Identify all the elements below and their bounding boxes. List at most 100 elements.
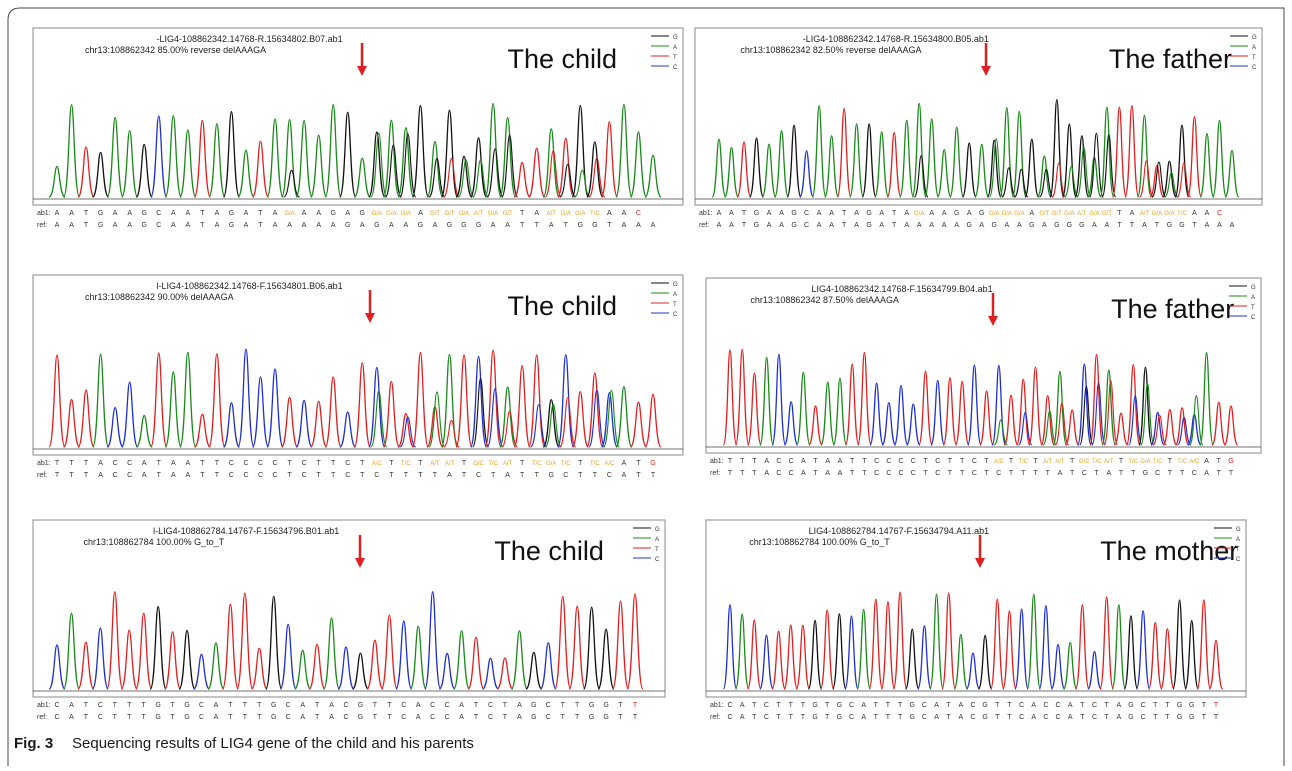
ab1-base: A (215, 210, 220, 217)
ab1-base: T (801, 702, 806, 709)
ref-base: T (898, 714, 903, 721)
ab1-base: A/T (547, 211, 557, 217)
ab1-base: T (360, 460, 365, 467)
row-label: ref: (37, 714, 47, 721)
ref-base: C (445, 714, 450, 721)
ref-base: T (491, 472, 496, 479)
ab1-base: T (1080, 702, 1085, 709)
ref-base: G (589, 714, 594, 721)
ref-base: T (618, 714, 623, 721)
ref-base: C (258, 472, 263, 479)
ref-base: C (804, 222, 809, 229)
ab1-base: T/C (1092, 459, 1102, 465)
ab1-base: T (886, 702, 891, 709)
ab1-base: A (1204, 458, 1209, 465)
ref-base: T (1117, 222, 1122, 229)
ab1-base: T (1165, 702, 1170, 709)
ref-base: A (214, 714, 219, 721)
ref-base: G (1029, 222, 1034, 229)
ref-base: A (505, 222, 510, 229)
ref-base: G (967, 222, 972, 229)
ab1-base: G (155, 702, 160, 709)
ref-base: C (922, 714, 927, 721)
ref-base: C (849, 714, 854, 721)
ref-base: A (717, 222, 722, 229)
legend-label: C (1236, 557, 1241, 563)
ref-base: G (592, 222, 597, 229)
ab1-base: G/A (575, 211, 585, 217)
ref-base: G (1067, 222, 1072, 229)
ref-base: A (954, 222, 959, 229)
ref-base: A (55, 222, 60, 229)
person-label: The child (508, 44, 618, 74)
ab1-base: C (273, 460, 278, 467)
ab1-base: A/T (474, 211, 484, 217)
fig-label: Fig. 3 (14, 735, 53, 752)
ab1-base: G (754, 210, 759, 217)
ab1-base: T (618, 702, 623, 709)
ref-base: T (520, 472, 525, 479)
ref-base: A (1116, 714, 1121, 721)
ref-base: C (476, 472, 481, 479)
ref-base: T (740, 470, 745, 477)
ab1-base: T (69, 460, 74, 467)
ab1-base: C (911, 458, 916, 465)
legend-label: G (1252, 35, 1257, 41)
ab1-base: T (503, 702, 508, 709)
ab1-base: C (776, 458, 781, 465)
ab1-base: T (850, 458, 855, 465)
ab1-base: G (910, 702, 915, 709)
ab1-base: C (113, 460, 118, 467)
ab1-base: G/A (1014, 211, 1024, 217)
ab1-base: A (854, 210, 859, 217)
ab1-base: A (764, 458, 769, 465)
ref-base: T (850, 470, 855, 477)
ref-base: A (517, 714, 522, 721)
ref-base: T (287, 472, 292, 479)
ref-base: A (1092, 222, 1097, 229)
ab1-base: A (729, 210, 734, 217)
ref-base: C (935, 470, 940, 477)
row-label: ref: (37, 472, 47, 479)
ref-base: T (1192, 222, 1197, 229)
ref-base: G (374, 222, 379, 229)
ref-base: A (622, 222, 627, 229)
ab1-base: G/A (386, 211, 396, 217)
ab1-base: G (837, 702, 842, 709)
ab1-base: A (622, 210, 627, 217)
ab1-base: T (389, 460, 394, 467)
ab1-base: T (113, 702, 118, 709)
ab1-base: C (972, 458, 977, 465)
ab1-base: C (445, 702, 450, 709)
ref-base: T (200, 222, 205, 229)
ab1-base: T (474, 702, 479, 709)
file-name: l-LIG4-108862784.14767-F.15634796.B01.ab… (153, 526, 339, 536)
ref-base: A (879, 222, 884, 229)
row-label: ab1: (699, 210, 713, 217)
ab1-base: G/A (561, 211, 571, 217)
ref-base: G (98, 222, 103, 229)
ref-base: G (358, 714, 363, 721)
ref-base: A (904, 222, 909, 229)
ab1-base: C (343, 702, 348, 709)
ref-base: T (535, 222, 540, 229)
ab1-base: T (127, 702, 132, 709)
ref-base: A (1106, 470, 1111, 477)
ref-base: T (170, 714, 175, 721)
ab1-base: A (934, 702, 939, 709)
ref-base: C (113, 472, 118, 479)
ref-base: C (1141, 714, 1146, 721)
ab1-base: A (825, 458, 830, 465)
ab1-base: T (315, 702, 320, 709)
ref-base: A (929, 222, 934, 229)
ab1-base: G/A (401, 211, 411, 217)
ab1-base: G (271, 702, 276, 709)
row-label: ab1: (37, 702, 51, 709)
ref-base: A (360, 222, 365, 229)
ref-base: T (315, 714, 320, 721)
ref-base: A (329, 714, 334, 721)
ab1-base: G (982, 702, 987, 709)
ab1-base: T (1007, 702, 1012, 709)
ab1-base: C (546, 702, 551, 709)
ref-base: A (979, 222, 984, 229)
